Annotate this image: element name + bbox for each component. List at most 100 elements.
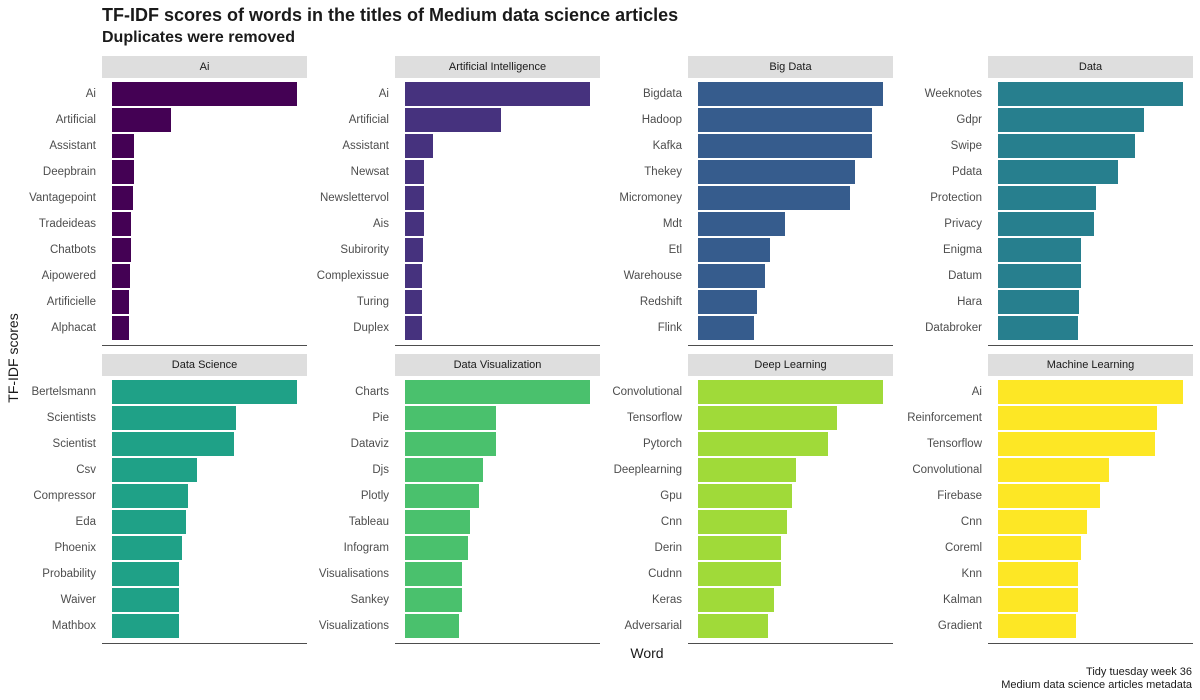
facet-plot-area: Bigdata Hadoop Kafka Thekey Micromoney Mdt Etl…	[619, 78, 893, 346]
bar-row: Micromoney	[619, 185, 893, 211]
category-tick-label: Subirority	[340, 244, 389, 256]
bar-row: Dataviz	[351, 431, 600, 457]
bar-row: Probability	[42, 561, 307, 587]
category-tick-label: Ai	[378, 88, 389, 100]
bar-row: Assistant	[49, 133, 307, 159]
category-tick-label: Cnn	[660, 516, 682, 528]
bar	[405, 82, 590, 106]
bar-row: Weeknotes	[925, 81, 1193, 107]
category-tick-label: Ai	[971, 386, 982, 398]
bar	[112, 212, 131, 236]
category-tick-label: Ai	[85, 88, 96, 100]
category-tick-label: Convolutional	[612, 386, 682, 398]
bar-row: Gdpr	[956, 107, 1193, 133]
bar	[112, 484, 188, 508]
chart-title: TF-IDF scores of words in the titles of …	[102, 5, 679, 25]
bar	[112, 510, 186, 534]
bar	[405, 212, 424, 236]
category-tick-label: Scientists	[46, 412, 96, 424]
bar	[998, 212, 1094, 236]
bar-row: Vantagepoint	[29, 185, 307, 211]
bar-row: Cnn	[661, 509, 893, 535]
bar	[405, 108, 501, 132]
bar	[405, 614, 459, 638]
bar	[698, 316, 754, 340]
category-tick-label: Gpu	[660, 490, 682, 502]
bar	[112, 588, 179, 612]
bar-row: Flink	[658, 315, 893, 341]
bar	[405, 134, 433, 158]
facet-strip-label: Ai	[102, 56, 307, 78]
bar	[405, 238, 423, 262]
facet-strip-label: Data	[988, 56, 1193, 78]
bar-row: Subirority	[340, 237, 600, 263]
bar	[405, 588, 462, 612]
bar-row: Phoenix	[54, 535, 307, 561]
category-tick-label: Bertelsmann	[31, 386, 96, 398]
category-tick-label: Etl	[668, 244, 682, 256]
bar	[112, 186, 133, 210]
bar-row: Newslettervol	[320, 185, 600, 211]
facet-strip-label: Data Science	[102, 354, 307, 376]
category-tick-label: Privacy	[944, 218, 982, 230]
category-tick-label: Artificielle	[46, 296, 96, 308]
bar-row: Aipowered	[42, 263, 307, 289]
bar	[698, 380, 883, 404]
facet-plot-area: Ai Reinforcement Tensorflow Convolutional Fi…	[907, 376, 1193, 644]
category-tick-label: Phoenix	[54, 542, 96, 554]
bar	[112, 82, 297, 106]
category-tick-label: Ais	[373, 218, 389, 230]
facet-panel: Ai Ai Artificial Assistant Deepbrain Vantagep…	[29, 56, 307, 346]
bar-row: Artificial	[349, 107, 600, 133]
bar-row: Protection	[930, 185, 1193, 211]
category-tick-label: Waiver	[60, 594, 96, 606]
category-tick-label: Tradeideas	[38, 218, 96, 230]
bar-row: Deeplearning	[614, 457, 893, 483]
bar	[405, 290, 422, 314]
bar-row: Bertelsmann	[31, 379, 307, 405]
category-tick-label: Kalman	[943, 594, 982, 606]
bar	[998, 562, 1078, 586]
bar-row: Hara	[957, 289, 1193, 315]
category-tick-label: Kafka	[652, 140, 682, 152]
category-tick-label: Csv	[76, 464, 96, 476]
caption-line-1: Tidy tuesday week 36	[1086, 666, 1192, 678]
bar	[998, 406, 1157, 430]
facet-strip-label: Deep Learning	[688, 354, 893, 376]
bar-row: Swipe	[951, 133, 1193, 159]
bar-row: Ai	[972, 379, 1193, 405]
facet-strip-label: Machine Learning	[988, 354, 1193, 376]
bar	[112, 160, 134, 184]
x-axis-label: Word	[630, 645, 664, 661]
category-tick-label: Derin	[654, 542, 682, 554]
facet-panel: Artificial Intelligence Ai Artificial Assis…	[317, 56, 600, 346]
bar	[112, 380, 297, 404]
bar	[112, 238, 131, 262]
bar-row: Deepbrain	[43, 159, 307, 185]
bar-row: Tensorflow	[627, 405, 893, 431]
bar-row: Ais	[373, 211, 600, 237]
bar	[698, 186, 850, 210]
bar	[698, 510, 787, 534]
bar-row: Ai	[86, 81, 307, 107]
category-tick-label: Micromoney	[619, 192, 682, 204]
category-tick-label: Newslettervol	[319, 192, 389, 204]
bar	[698, 536, 781, 560]
bar-row: Kalman	[943, 587, 1193, 613]
bar-row: Enigma	[943, 237, 1193, 263]
bar-row: Gradient	[938, 613, 1193, 639]
category-tick-label: Visualisations	[318, 568, 389, 580]
facet-panel: Deep Learning Convolutional Tensorflow Pyto…	[612, 354, 893, 644]
bar	[998, 290, 1079, 314]
bar-row: Redshift	[640, 289, 893, 315]
facet-plot-area: Ai Artificial Assistant Newsat Newslettervol…	[317, 78, 600, 346]
category-tick-label: Chatbots	[49, 244, 96, 256]
bar-row: Csv	[76, 457, 307, 483]
bar	[698, 82, 883, 106]
bar-row: Adversarial	[624, 613, 893, 639]
category-tick-label: Flink	[657, 322, 682, 334]
bar	[998, 108, 1144, 132]
category-tick-label: Enigma	[943, 244, 982, 256]
bar-row: Hadoop	[642, 107, 893, 133]
bar-row: Scientist	[53, 431, 307, 457]
